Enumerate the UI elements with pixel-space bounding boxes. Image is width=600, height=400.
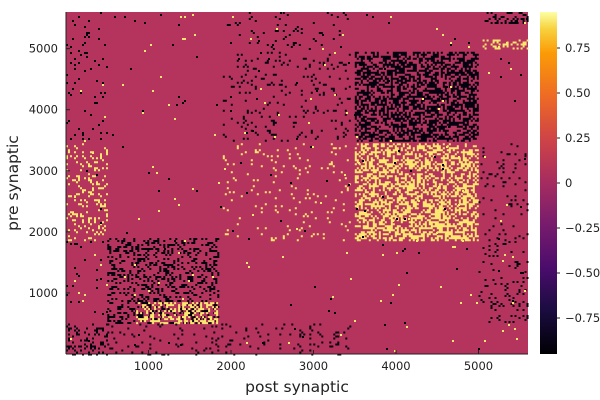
colorbar-tick-label: −0.75 — [565, 311, 600, 325]
x-axis-title: post synaptic — [245, 378, 349, 396]
y-axis-ticks: 1000 2000 3000 4000 5000 — [29, 42, 70, 300]
y-tick-label: 1000 — [29, 286, 58, 300]
y-tick-label: 5000 — [29, 42, 58, 56]
colorbar-tick-label: 0.25 — [565, 131, 591, 145]
heatmap-block — [66, 323, 108, 356]
heatmap-block — [484, 12, 529, 24]
heatmap-block — [107, 323, 352, 356]
colorbar-tick-label: −0.50 — [565, 266, 600, 280]
x-axis-ticks: 1000 2000 3000 4000 5000 — [134, 350, 493, 373]
colorbar-tick-label: 0.75 — [565, 41, 591, 55]
x-tick-label: 3000 — [299, 359, 328, 373]
heatmap-block — [107, 238, 220, 324]
heatmap-block — [66, 143, 108, 242]
y-tick-label: 3000 — [29, 164, 58, 178]
colorbar — [540, 12, 557, 354]
heatmap-block — [354, 143, 479, 242]
x-tick-label: 2000 — [216, 359, 245, 373]
colorbar-ticks: −0.75 −0.50 −0.25 0 0.25 0.50 0.75 — [557, 41, 600, 325]
x-tick-label: 5000 — [464, 359, 493, 373]
y-axis-title: pre synaptic — [4, 135, 22, 231]
heatmap-cells — [66, 12, 529, 356]
x-tick-label: 4000 — [381, 359, 410, 373]
heatmap-block — [478, 143, 529, 242]
colorbar-tick-label: 0.50 — [565, 86, 591, 100]
y-tick-label: 4000 — [29, 103, 58, 117]
y-tick-label: 2000 — [29, 225, 58, 239]
colorbar-tick-label: 0 — [565, 176, 572, 190]
colorbar-tick-label: −0.25 — [565, 221, 600, 235]
x-tick-label: 1000 — [134, 359, 163, 373]
heatmap-block — [482, 39, 529, 50]
heatmap-block — [226, 12, 349, 50]
heatmap-block — [136, 302, 219, 325]
heatmap-block — [478, 241, 529, 323]
heatmap-block — [354, 51, 479, 142]
